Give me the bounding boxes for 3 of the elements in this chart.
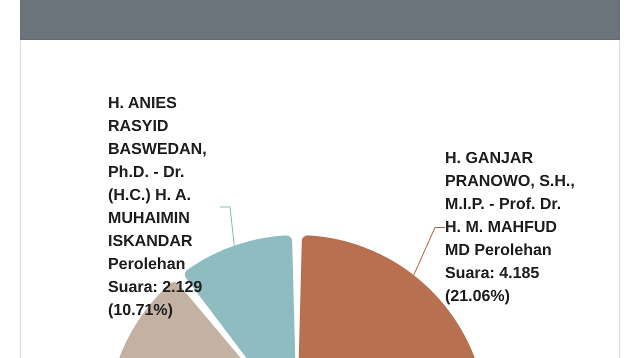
slice-label: H. GANJAR PRANOWO, S.H., M.I.P. - Prof. Dr. H. M. MAHFUD MD Perolehan Suara: 4.185 (21.06%) xyxy=(445,150,580,305)
data-label: Perolehan Suara: 2.129 (10.71%) xyxy=(108,256,207,319)
slice-label: H. ANIES RASYID BASWEDAN, Ph.D. - Dr. (H.C.) H. A. MUHAIMIN ISKANDAR xyxy=(108,95,212,250)
